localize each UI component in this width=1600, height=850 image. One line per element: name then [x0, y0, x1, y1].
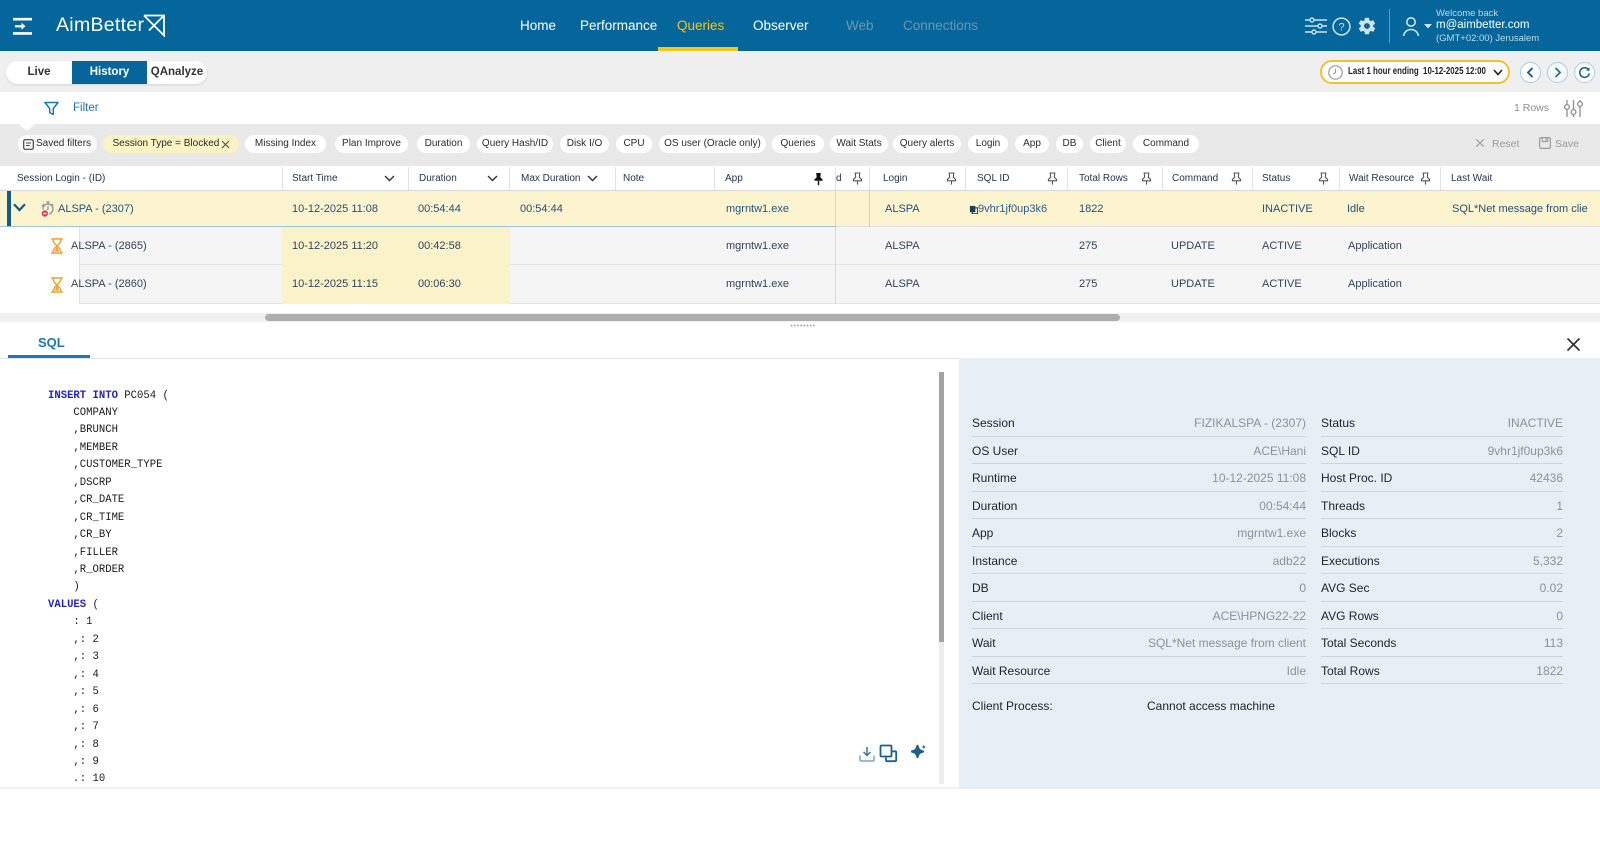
- svg-text:?: ?: [1338, 22, 1344, 34]
